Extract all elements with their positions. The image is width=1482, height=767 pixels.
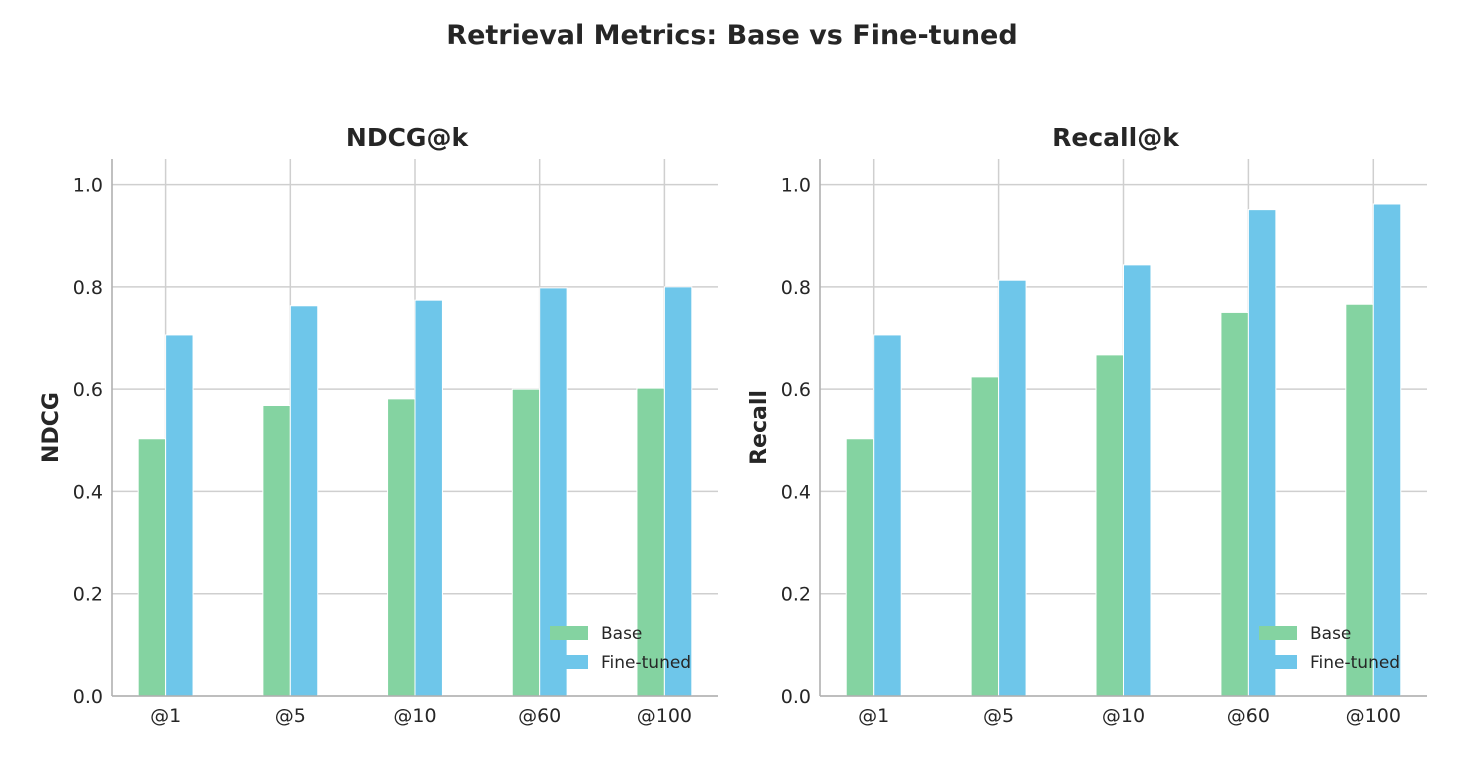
x-tick-label: @5 <box>983 705 1014 727</box>
bar-base-at100 <box>636 387 665 697</box>
bar-base-at10 <box>387 398 416 697</box>
chart-panel-1: 0.0 0.2 0.4 0.6 0.8 1.0 @1 @5 @10 @60 @100 Recall@k… <box>747 123 1427 727</box>
x-tick-label: @60 <box>1227 705 1270 727</box>
bar-base-at60 <box>511 388 541 697</box>
legend-label-base: Base <box>1310 624 1351 644</box>
bar-finetuned-at100 <box>1372 203 1402 697</box>
bar-base-at1 <box>137 438 167 697</box>
x-tick-label: @1 <box>150 705 181 727</box>
x-tick-label: @60 <box>518 705 561 727</box>
bar-base-at5 <box>970 376 1000 697</box>
axes-title: NDCG@k <box>346 123 470 152</box>
x-tick-label: @10 <box>1102 705 1145 727</box>
bar-finetuned-at10 <box>1123 264 1152 697</box>
y-tick-label: 0.6 <box>781 379 811 401</box>
y-tick-label: 0.2 <box>73 584 103 606</box>
bar-finetuned-at1 <box>165 334 194 697</box>
y-tick-label: 0.0 <box>781 686 811 708</box>
legend: Base Fine-tuned <box>550 624 691 673</box>
y-tick-label: 0.8 <box>781 277 811 299</box>
x-tick-label: @5 <box>275 705 306 727</box>
chart-panel-0: 0.0 0.2 0.4 0.6 0.8 1.0 @1 @5 @10 @60 @100 NDCG@k ND… <box>39 123 718 727</box>
bar-finetuned-at5 <box>998 279 1027 697</box>
x-tick-label: @100 <box>1346 705 1401 727</box>
legend-swatch-base <box>1259 626 1297 640</box>
legend-label-base: Base <box>601 624 642 644</box>
legend-swatch-finetuned <box>1259 655 1297 669</box>
figure-title: Retrieval Metrics: Base vs Fine-tuned <box>446 20 1018 51</box>
bar-finetuned-at5 <box>289 305 319 697</box>
y-tick-label: 1.0 <box>781 175 811 197</box>
axes-title: Recall@k <box>1052 123 1180 152</box>
bar-base-at100 <box>1345 303 1374 697</box>
y-tick-label: 0.8 <box>73 277 103 299</box>
legend-label-finetuned: Fine-tuned <box>601 653 691 673</box>
y-tick-label: 0.4 <box>73 481 103 503</box>
bar-finetuned-at1 <box>873 334 902 697</box>
legend-label-finetuned: Fine-tuned <box>1310 653 1400 673</box>
legend: Base Fine-tuned <box>1259 624 1400 673</box>
y-tick-label: 1.0 <box>73 175 103 197</box>
y-tick-label: 0.4 <box>781 481 811 503</box>
x-tick-label: @1 <box>858 705 889 727</box>
bar-finetuned-at10 <box>414 299 443 697</box>
bar-base-at60 <box>1220 311 1249 697</box>
bar-base-at1 <box>845 438 875 697</box>
y-tick-label: 0.6 <box>73 379 103 401</box>
y-axis-label: Recall <box>747 390 772 465</box>
legend-swatch-base <box>550 626 588 640</box>
x-tick-label: @100 <box>637 705 692 727</box>
bar-base-at5 <box>262 405 291 697</box>
y-axis-label: NDCG <box>39 392 64 463</box>
y-tick-label: 0.2 <box>781 584 811 606</box>
bar-finetuned-at100 <box>663 286 693 697</box>
legend-swatch-finetuned <box>550 655 588 669</box>
x-tick-label: @10 <box>393 705 436 727</box>
bar-base-at10 <box>1095 354 1124 697</box>
bar-finetuned-at60 <box>1247 209 1277 697</box>
y-tick-label: 0.0 <box>73 686 103 708</box>
